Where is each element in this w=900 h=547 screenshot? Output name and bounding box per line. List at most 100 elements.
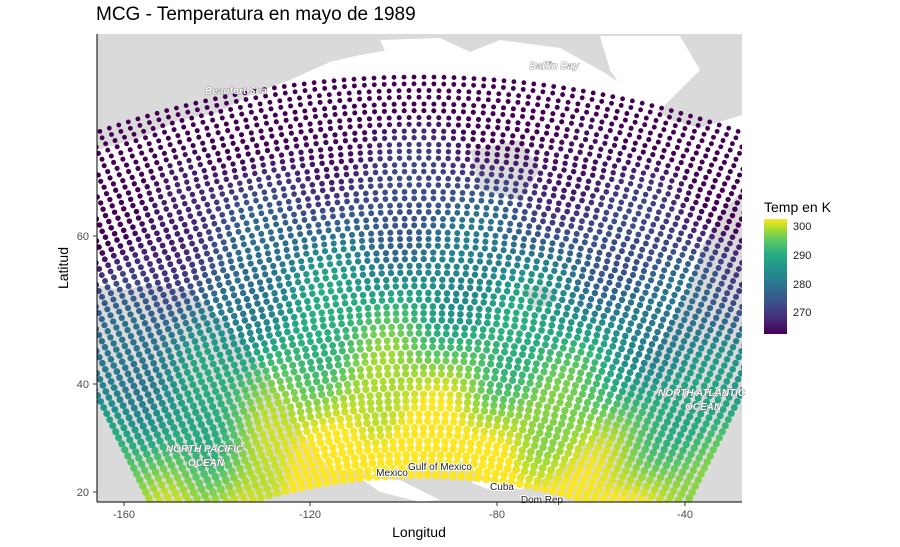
temperature-point [170, 197, 177, 203]
temperature-point [602, 264, 609, 271]
temperature-point [220, 142, 227, 148]
temperature-point [102, 366, 109, 373]
temperature-point [592, 380, 601, 388]
temperature-point [664, 261, 671, 268]
temperature-point [128, 420, 136, 428]
temperature-point [401, 309, 409, 317]
temperature-point [138, 460, 146, 468]
temperature-point [565, 277, 572, 284]
temperature-point [625, 439, 633, 448]
temperature-point [573, 493, 581, 502]
temperature-point [583, 157, 589, 163]
temperature-point [373, 257, 380, 264]
temperature-point [397, 383, 405, 392]
temperature-point [733, 156, 739, 162]
temperature-point [658, 387, 666, 395]
temperature-point [250, 164, 257, 170]
temperature-point [536, 177, 543, 183]
temperature-point [795, 189, 800, 194]
temperature-point [162, 319, 170, 326]
temperature-point [139, 150, 145, 156]
temperature-point [550, 213, 557, 220]
temperature-point [637, 204, 643, 210]
temperature-point [538, 347, 545, 355]
temperature-point [169, 169, 175, 175]
temperature-point [283, 117, 289, 123]
temperature-point [64, 310, 70, 316]
temperature-point [747, 198, 752, 203]
temperature-point [574, 334, 581, 341]
temperature-point [415, 229, 423, 236]
temperature-point [380, 465, 389, 474]
temperature-point [703, 332, 711, 340]
temperature-point [697, 116, 703, 122]
temperature-point [377, 230, 384, 237]
temperature-point [381, 135, 388, 142]
temperature-point [751, 258, 757, 264]
temperature-point [657, 408, 666, 416]
temperature-point [519, 351, 526, 359]
temperature-point [105, 262, 112, 269]
temperature-point [244, 247, 251, 254]
temperature-point [728, 388, 736, 395]
temperature-point [442, 357, 450, 365]
temperature-point [247, 205, 254, 212]
temperature-point [644, 520, 652, 528]
temperature-point [540, 368, 548, 376]
temperature-point [495, 145, 501, 151]
temperature-point [649, 362, 657, 370]
temperature-point [706, 190, 713, 196]
temperature-point [402, 430, 410, 439]
temperature-point [448, 472, 457, 480]
temperature-point [163, 276, 170, 283]
temperature-point [813, 175, 818, 180]
temperature-point [338, 320, 345, 328]
temperature-point [174, 280, 181, 287]
temperature-point [449, 438, 458, 447]
temperature-point [502, 321, 509, 329]
temperature-point [387, 290, 395, 297]
temperature-point [259, 155, 265, 161]
temperature-point [171, 316, 179, 323]
temperature-point [512, 207, 519, 214]
temperature-point [198, 238, 205, 244]
temperature-point [688, 184, 694, 190]
temperature-point [549, 240, 556, 247]
temperature-point [746, 374, 753, 381]
temperature-point [605, 440, 613, 448]
temperature-point [88, 380, 95, 387]
temperature-point [229, 285, 236, 292]
temperature-point [602, 140, 608, 146]
temperature-point [355, 447, 364, 455]
temperature-point [275, 275, 282, 282]
temperature-point [715, 374, 722, 381]
temperature-point [212, 172, 218, 178]
temperature-point [439, 276, 446, 283]
temperature-point [652, 420, 660, 429]
temperature-point [638, 128, 644, 134]
temperature-point [672, 221, 679, 228]
temperature-point [228, 334, 236, 341]
temperature-point [174, 301, 182, 308]
temperature-point [198, 286, 205, 294]
temperature-point [415, 296, 423, 303]
temperature-point [420, 276, 427, 283]
temperature-point [443, 269, 451, 277]
temperature-point [681, 316, 688, 324]
legend-title: Temp en K [764, 199, 831, 215]
temperature-point [333, 328, 341, 335]
temperature-point [430, 215, 437, 222]
temperature-point [593, 331, 601, 339]
temperature-point [164, 433, 172, 442]
temperature-point [392, 316, 400, 324]
temperature-point [98, 272, 105, 279]
temperature-point [525, 406, 533, 414]
temperature-point [559, 119, 565, 125]
temperature-point [485, 124, 491, 130]
temperature-point [582, 136, 589, 143]
temperature-point [265, 491, 274, 500]
temperature-point [420, 255, 427, 263]
temperature-point [711, 206, 718, 212]
temperature-point [523, 413, 532, 421]
temperature-point [293, 143, 300, 149]
